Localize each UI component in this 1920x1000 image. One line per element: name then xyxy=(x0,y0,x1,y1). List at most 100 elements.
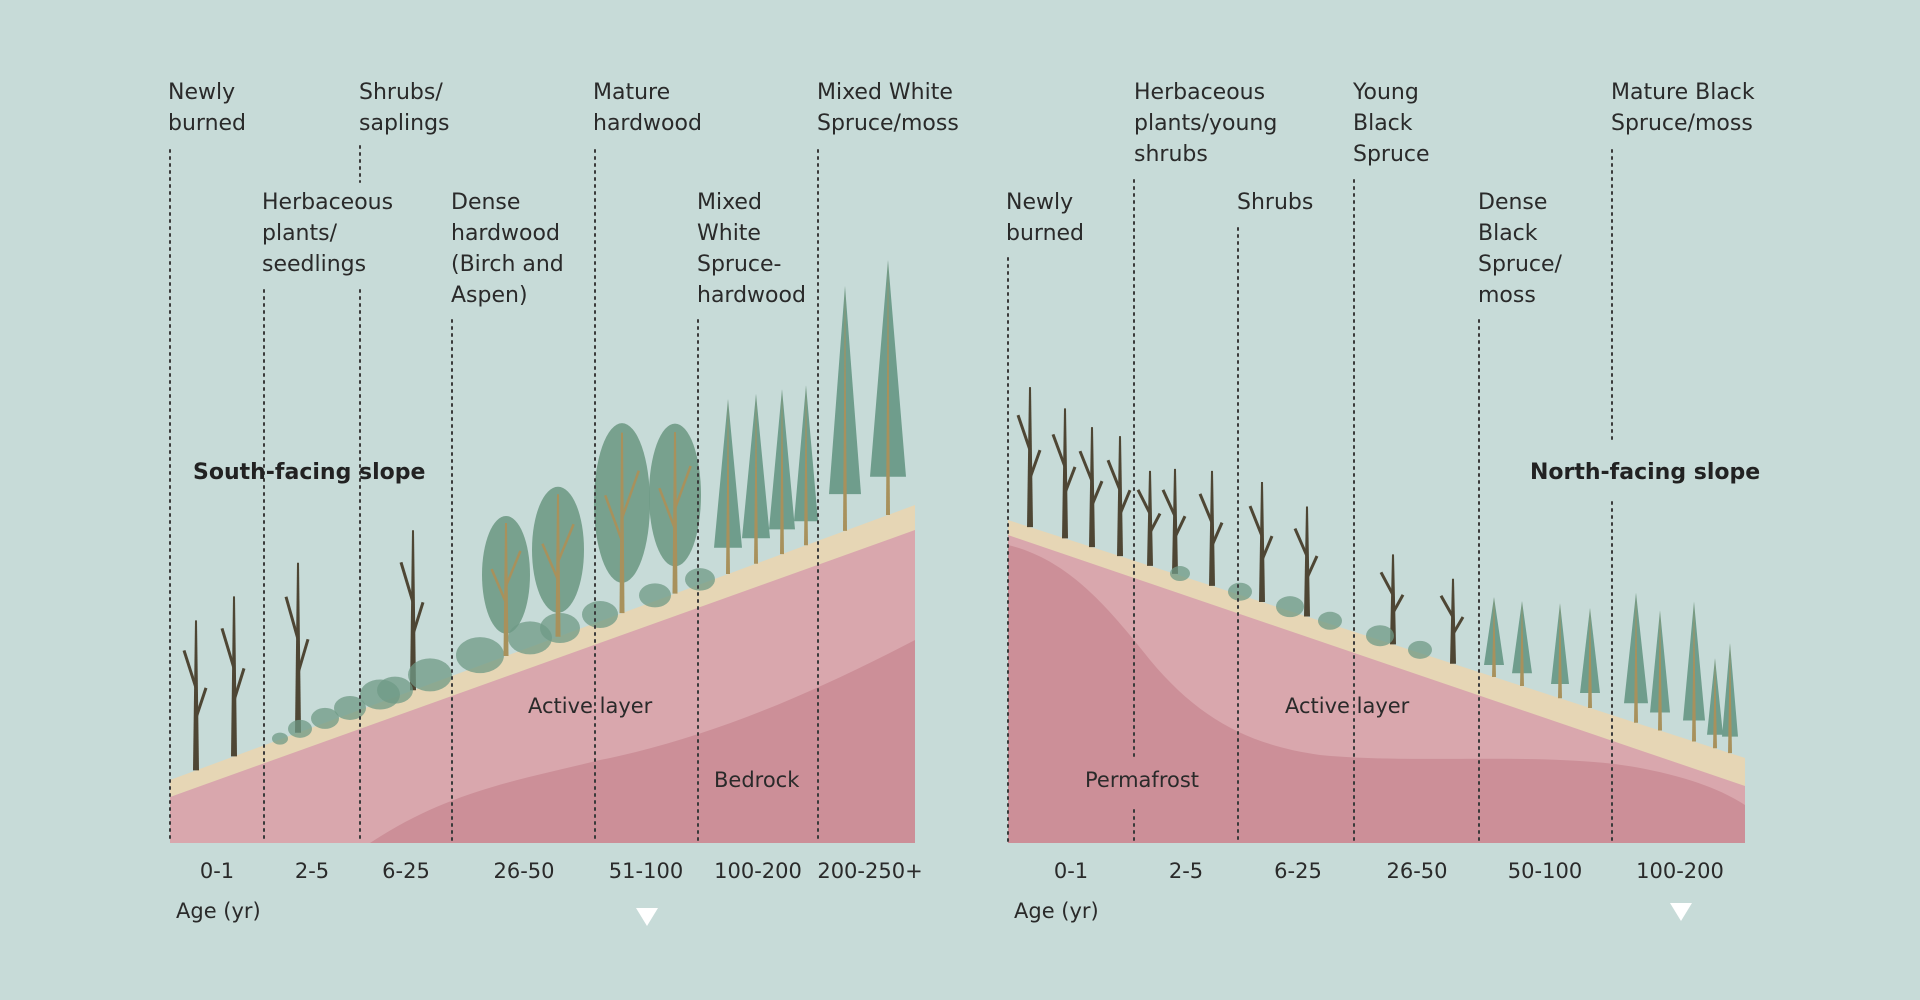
south-age-axis: 0-1 2-5 6-25 26-50 51-100 100-200 200-25… xyxy=(176,859,923,926)
stage-label-line: hardwood xyxy=(697,283,806,308)
tree-trunk xyxy=(726,399,730,575)
tree-trunk xyxy=(1520,600,1524,686)
tree-branch xyxy=(1106,459,1122,491)
dead-tree xyxy=(1379,554,1405,645)
stage-label: Newly burned xyxy=(1006,190,1084,246)
tree-branch xyxy=(1248,505,1264,537)
marker-triangle-icon xyxy=(1670,903,1692,921)
north-topsoil xyxy=(1008,520,1745,786)
active-layer-label: Active layer xyxy=(1285,694,1410,718)
tree-branch xyxy=(194,687,208,719)
spruce-tree xyxy=(1707,658,1723,749)
age-tick-label: 6-25 xyxy=(382,859,430,883)
tree-trunk xyxy=(1172,468,1178,574)
shrub xyxy=(272,732,288,745)
age-tick-label: 100-200 xyxy=(1636,859,1724,883)
stage-label-line: (Birch and xyxy=(451,252,564,277)
dead-tree xyxy=(1198,470,1224,586)
tree-branch xyxy=(541,543,560,581)
tree-trunk xyxy=(1259,482,1265,603)
tree-branch xyxy=(1379,571,1395,596)
stage-label-line: burned xyxy=(1006,221,1084,246)
dead-tree xyxy=(1439,578,1465,664)
spruce-tree xyxy=(870,259,906,515)
tree-trunk xyxy=(1390,554,1396,645)
tree-trunk xyxy=(1558,603,1562,699)
tree-branch xyxy=(1210,522,1224,547)
spruce-tree xyxy=(1512,600,1532,686)
stage-label-line: Newly xyxy=(168,80,235,105)
tree-trunk xyxy=(1713,658,1717,749)
tree-trunk xyxy=(1304,506,1310,617)
tree-branch xyxy=(1391,594,1405,614)
stage-label: Dense Black Spruce/ moss xyxy=(1478,190,1569,308)
tree-trunk xyxy=(1692,601,1696,742)
tree-branch xyxy=(1439,594,1455,618)
stage-label-line: seedlings xyxy=(262,252,366,277)
south-stage-labels: Newly burned Herbaceous plants/ seedling… xyxy=(168,80,959,308)
tree-trunk xyxy=(619,432,625,614)
dead-tree xyxy=(1293,506,1319,617)
permafrost-label: Permafrost xyxy=(1085,768,1199,792)
tree-trunk xyxy=(295,562,301,733)
tree-branch xyxy=(673,465,692,510)
tree-trunk xyxy=(1492,596,1496,677)
tree-branch xyxy=(296,638,310,674)
shrub xyxy=(582,600,618,628)
stage-label: Shrubs/ saplings xyxy=(359,80,450,136)
shrub xyxy=(1170,566,1190,582)
dead-tree xyxy=(399,530,425,691)
spruce-tree xyxy=(742,393,770,564)
stage-label: Newly burned xyxy=(168,80,246,136)
stage-label-line: Spruce- xyxy=(697,252,782,277)
tree-branch xyxy=(1161,489,1177,517)
tree-branch xyxy=(1118,489,1132,515)
spruce-tree xyxy=(794,385,818,546)
tree-branch xyxy=(1305,555,1319,579)
shrub xyxy=(1228,582,1252,601)
tree-branch xyxy=(556,523,575,563)
tree-branch xyxy=(1090,480,1104,506)
tree-branch xyxy=(1136,489,1152,515)
tree-branch xyxy=(1148,512,1162,534)
age-tick-label: 100-200 xyxy=(714,859,802,883)
tree-branch xyxy=(1451,616,1465,635)
north-permafrost-layer xyxy=(1008,545,1745,843)
stage-label-line: Newly xyxy=(1006,190,1073,215)
stage-label: Mature hardwood xyxy=(593,80,702,136)
south-slope-title: South-facing slope xyxy=(193,460,425,485)
tree-trunk xyxy=(1147,470,1153,566)
tree-trunk xyxy=(1089,427,1095,548)
shrub xyxy=(1408,640,1432,659)
stage-label-line: hardwood xyxy=(593,111,702,136)
dead-tree xyxy=(1106,436,1132,557)
tree-branch xyxy=(1260,535,1274,561)
spruce-tree xyxy=(1484,596,1504,677)
stage-label-line: Herbaceous xyxy=(262,190,393,215)
stage-label-line: White xyxy=(697,221,761,246)
shrub xyxy=(408,658,452,692)
south-slope-panel: Newly burned Herbaceous plants/ seedling… xyxy=(168,80,959,926)
stage-label-line: Shrubs/ xyxy=(359,80,443,105)
tree-branch xyxy=(658,487,677,530)
tree-branch xyxy=(1078,450,1094,482)
dead-tree xyxy=(1051,408,1077,539)
tree-trunk xyxy=(1728,643,1732,754)
dead-tree xyxy=(182,620,208,771)
dead-tree xyxy=(284,562,310,733)
tree-branch xyxy=(1028,449,1042,479)
spruce-tree xyxy=(1551,603,1569,699)
spruce-tree xyxy=(769,389,795,555)
age-tick-label: 51-100 xyxy=(609,859,683,883)
tree-branch xyxy=(1198,493,1214,524)
age-axis-label: Age (yr) xyxy=(1014,899,1099,923)
shrub xyxy=(1366,625,1394,647)
tree-trunk xyxy=(1658,610,1662,731)
age-tick-label: 2-5 xyxy=(295,859,329,883)
spruce-tree xyxy=(829,285,861,531)
shrub xyxy=(685,568,715,591)
south-vegetation xyxy=(182,259,906,771)
tree-trunk xyxy=(555,494,561,637)
tree-branch xyxy=(284,596,300,640)
tree-trunk xyxy=(754,393,758,564)
